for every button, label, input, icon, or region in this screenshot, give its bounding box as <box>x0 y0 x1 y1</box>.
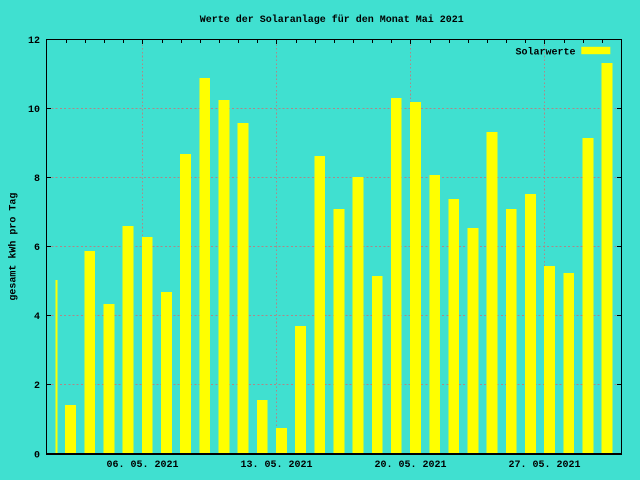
svg-text:06. 05. 2021: 06. 05. 2021 <box>106 460 178 471</box>
svg-text:Solarwerte: Solarwerte <box>515 47 575 59</box>
svg-text:Werte der Solaranlage für den: Werte der Solaranlage für den Monat Mai … <box>200 14 464 26</box>
svg-text:8: 8 <box>34 174 40 185</box>
svg-text:13. 05. 2021: 13. 05. 2021 <box>240 460 312 471</box>
svg-text:27. 05. 2021: 27. 05. 2021 <box>508 460 580 471</box>
svg-text:gesamt kWh pro Tag: gesamt kWh pro Tag <box>8 193 20 301</box>
svg-text:6: 6 <box>34 243 40 254</box>
svg-text:2: 2 <box>34 381 40 392</box>
svg-text:10: 10 <box>28 105 40 116</box>
svg-text:0: 0 <box>34 450 40 461</box>
svg-text:20. 05. 2021: 20. 05. 2021 <box>374 460 446 471</box>
svg-text:4: 4 <box>34 312 40 323</box>
svg-text:12: 12 <box>28 36 40 47</box>
